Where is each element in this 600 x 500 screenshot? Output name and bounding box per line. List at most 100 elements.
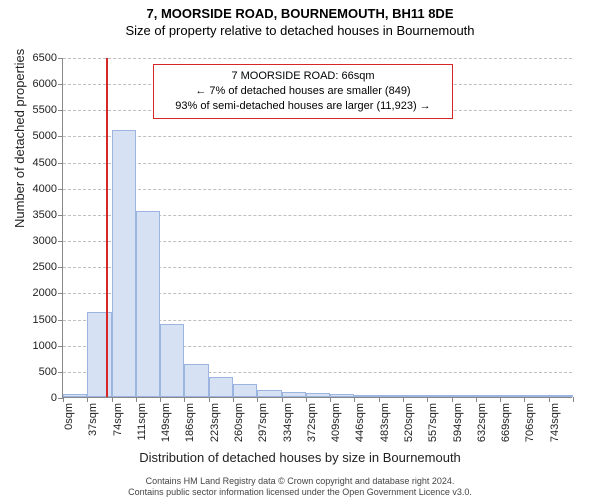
annotation-line-2: ← 7% of detached houses are smaller (849… — [160, 84, 446, 99]
y-tick-mark — [58, 372, 63, 373]
y-tick-mark — [58, 84, 63, 85]
histogram-bar — [282, 392, 306, 397]
plot-area: 7 MOORSIDE ROAD: 66sqm ← 7% of detached … — [62, 58, 572, 398]
x-tick-mark — [524, 397, 525, 402]
x-tick-label: 186sqm — [184, 403, 196, 442]
gridline — [63, 163, 572, 164]
x-tick-mark — [63, 397, 64, 402]
x-tick-mark — [209, 397, 210, 402]
x-tick-label: 520sqm — [403, 403, 415, 442]
histogram-bar — [549, 395, 573, 397]
y-tick-label: 6500 — [33, 52, 57, 64]
y-tick-mark — [58, 58, 63, 59]
y-axis-label: Number of detached properties — [12, 49, 27, 228]
y-tick-mark — [58, 293, 63, 294]
x-tick-label: 706sqm — [524, 403, 536, 442]
x-tick-label: 372sqm — [306, 403, 318, 442]
y-tick-label: 4500 — [33, 157, 57, 169]
x-tick-label: 37sqm — [87, 403, 99, 436]
x-tick-mark — [282, 397, 283, 402]
gridline — [63, 189, 572, 190]
annotation-box: 7 MOORSIDE ROAD: 66sqm ← 7% of detached … — [153, 64, 453, 119]
y-tick-label: 0 — [51, 392, 57, 404]
histogram-bar — [209, 377, 233, 397]
x-tick-label: 74sqm — [112, 403, 124, 436]
chart-subtitle: Size of property relative to detached ho… — [0, 23, 600, 38]
y-tick-mark — [58, 241, 63, 242]
x-tick-label: 111sqm — [136, 403, 148, 441]
y-tick-label: 4000 — [33, 183, 57, 195]
histogram-bar — [160, 324, 184, 397]
gridline — [63, 136, 572, 137]
x-tick-mark — [112, 397, 113, 402]
y-tick-label: 5000 — [33, 130, 57, 142]
x-axis-label: Distribution of detached houses by size … — [0, 450, 600, 465]
x-tick-mark — [87, 397, 88, 402]
y-tick-mark — [58, 136, 63, 137]
histogram-bar — [306, 393, 330, 397]
annotation-line-1: 7 MOORSIDE ROAD: 66sqm — [160, 69, 446, 84]
y-tick-mark — [58, 163, 63, 164]
y-tick-label: 3500 — [33, 209, 57, 221]
x-tick-label: 149sqm — [160, 403, 172, 442]
histogram-bar — [184, 364, 208, 397]
x-tick-mark — [136, 397, 137, 402]
annotation-line-3: 93% of semi-detached houses are larger (… — [160, 99, 446, 114]
histogram-bar — [500, 395, 524, 397]
x-tick-label: 0sqm — [63, 403, 75, 430]
histogram-bar — [427, 395, 451, 397]
x-tick-label: 557sqm — [427, 403, 439, 442]
x-tick-label: 483sqm — [379, 403, 391, 442]
footer-line-2: Contains public sector information licen… — [0, 487, 600, 498]
histogram-bar — [476, 395, 500, 397]
y-tick-mark — [58, 110, 63, 111]
histogram-bar — [403, 395, 427, 397]
chart-title: 7, MOORSIDE ROAD, BOURNEMOUTH, BH11 8DE — [0, 6, 600, 21]
x-tick-mark — [160, 397, 161, 402]
x-tick-label: 669sqm — [500, 403, 512, 442]
y-tick-mark — [58, 267, 63, 268]
histogram-bar — [112, 130, 136, 397]
x-tick-label: 743sqm — [549, 403, 561, 442]
x-tick-mark — [476, 397, 477, 402]
x-tick-mark — [233, 397, 234, 402]
x-tick-label: 297sqm — [257, 403, 269, 442]
x-tick-label: 594sqm — [452, 403, 464, 442]
x-tick-mark — [427, 397, 428, 402]
marker-line — [106, 58, 108, 397]
x-tick-mark — [354, 397, 355, 402]
histogram-bar — [524, 395, 548, 397]
y-tick-label: 1500 — [33, 314, 57, 326]
y-tick-label: 6000 — [33, 78, 57, 90]
x-tick-mark — [403, 397, 404, 402]
x-tick-mark — [452, 397, 453, 402]
y-tick-mark — [58, 189, 63, 190]
footer-attribution: Contains HM Land Registry data © Crown c… — [0, 476, 600, 498]
y-tick-mark — [58, 215, 63, 216]
histogram-bar — [257, 390, 281, 397]
histogram-bar — [379, 395, 403, 397]
y-tick-mark — [58, 320, 63, 321]
histogram-chart: 7, MOORSIDE ROAD, BOURNEMOUTH, BH11 8DE … — [0, 0, 600, 500]
y-tick-label: 1000 — [33, 340, 57, 352]
histogram-bar — [452, 395, 476, 397]
histogram-bar — [136, 211, 160, 397]
y-tick-label: 500 — [39, 366, 57, 378]
histogram-bar — [354, 395, 378, 397]
x-tick-mark — [379, 397, 380, 402]
x-tick-mark — [257, 397, 258, 402]
y-tick-mark — [58, 346, 63, 347]
x-tick-label: 223sqm — [209, 403, 221, 442]
histogram-bar — [233, 384, 257, 397]
x-tick-label: 260sqm — [233, 403, 245, 442]
x-tick-label: 446sqm — [354, 403, 366, 442]
x-tick-label: 409sqm — [330, 403, 342, 442]
x-tick-mark — [184, 397, 185, 402]
gridline — [63, 58, 572, 59]
footer-line-1: Contains HM Land Registry data © Crown c… — [0, 476, 600, 487]
x-tick-mark — [549, 397, 550, 402]
x-tick-label: 334sqm — [282, 403, 294, 442]
y-tick-label: 2500 — [33, 261, 57, 273]
y-tick-label: 5500 — [33, 104, 57, 116]
x-tick-mark — [500, 397, 501, 402]
